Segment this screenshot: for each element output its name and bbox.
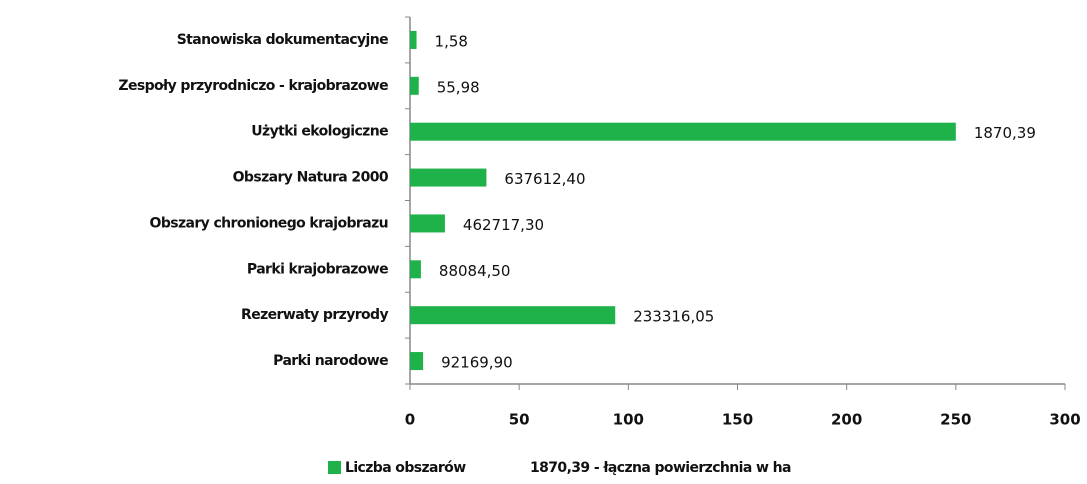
y-tick-label: Użytki ekologiczne <box>251 124 388 140</box>
bar <box>410 306 616 325</box>
y-tick-label: Obszary chronionego krajobrazu <box>150 215 388 231</box>
x-tick-label: 50 <box>509 411 530 429</box>
data-label: 1,58 <box>435 32 468 50</box>
y-tick-label: Obszary Natura 2000 <box>233 170 389 186</box>
legend-label: Liczba obszarów <box>345 460 466 476</box>
y-tick-label: Rezerwaty przyrody <box>241 307 388 323</box>
bar <box>410 122 956 141</box>
bar <box>410 214 445 233</box>
bar <box>410 168 487 187</box>
y-tick-label: Stanowiska dokumentacyjne <box>177 32 388 48</box>
legend-note: 1870,39 - łączna powierzchnia w ha <box>530 460 791 476</box>
data-label: 92169,90 <box>441 354 513 372</box>
legend-swatch <box>328 461 341 474</box>
x-tick-label: 300 <box>1049 411 1080 429</box>
bar <box>410 260 421 279</box>
data-label: 233316,05 <box>633 308 714 326</box>
bar <box>410 352 424 371</box>
bar <box>410 30 417 49</box>
y-tick-label: Zespoły przyrodniczo - krajobrazowe <box>118 78 388 94</box>
x-tick-label: 250 <box>940 411 971 429</box>
y-tick-label: Parki krajobrazowe <box>247 261 388 277</box>
data-label: 55,98 <box>437 78 480 96</box>
x-tick-label: 100 <box>613 411 644 429</box>
x-tick-label: 200 <box>831 411 862 429</box>
bar <box>410 76 419 95</box>
data-label: 88084,50 <box>439 262 511 280</box>
y-tick-label: Parki narodowe <box>273 353 388 369</box>
x-tick-label: 150 <box>722 411 753 429</box>
data-label: 637612,40 <box>504 170 585 188</box>
x-tick-label: 0 <box>405 411 415 429</box>
data-label: 1870,39 <box>974 124 1036 142</box>
data-label: 462717,30 <box>463 216 544 234</box>
